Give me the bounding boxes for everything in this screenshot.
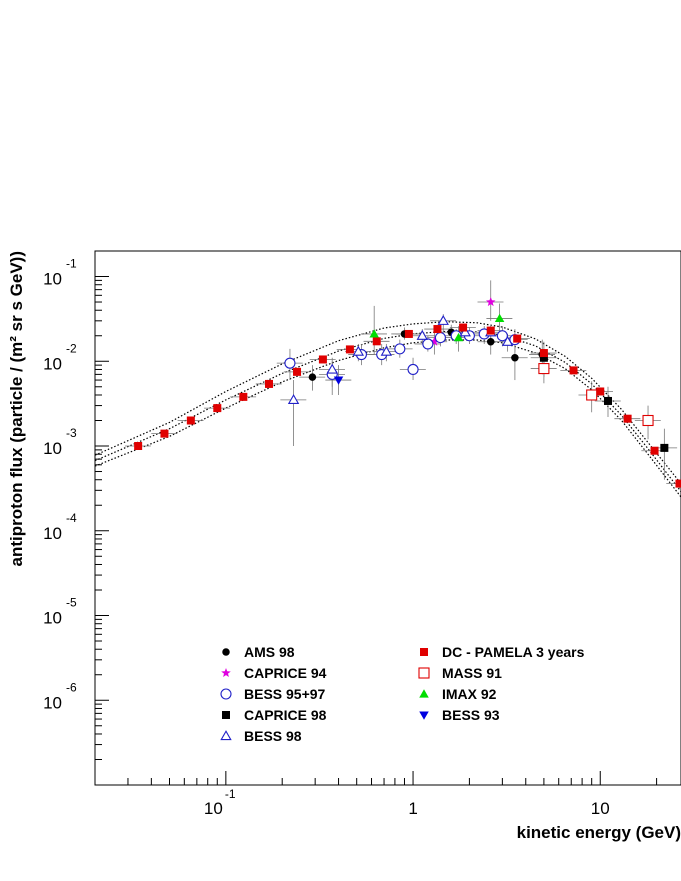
legend-label: BESS 98 (244, 728, 302, 744)
data-point-bess-95-97 (284, 357, 296, 369)
legend-marker (419, 711, 429, 720)
legend-marker (220, 730, 232, 741)
legend-label: CAPRICE 94 (244, 665, 327, 681)
data-point-dc-pamela-3-years (345, 345, 354, 354)
legend-label: MASS 91 (442, 665, 502, 681)
data-point-bess-98 (287, 394, 300, 405)
y-tick-label: 10 (43, 439, 62, 458)
y-tick-label: 10 (43, 270, 62, 289)
data-point-dc-pamela-3-years (213, 404, 222, 413)
data-point-bess-95-97 (434, 332, 446, 344)
data-point-dc-pamela-3-years (264, 379, 273, 388)
x-tick-label: 10 (591, 799, 610, 818)
data-point-dc-pamela-3-years (372, 337, 381, 346)
data-point-bess-95-97 (422, 338, 434, 350)
y-tick-label: 10 (43, 609, 62, 628)
data-point-dc-pamela-3-years (404, 329, 413, 338)
data-point-dc-pamela-3-years (539, 349, 548, 358)
data-point-bess-98 (437, 314, 449, 325)
data-point-mass-91 (538, 363, 550, 375)
data-point-caprice-94 (429, 336, 440, 346)
data-point-dc-pamela-3-years (513, 334, 522, 343)
data-point-bess-98 (501, 335, 514, 346)
error-bars (124, 280, 681, 490)
data-point-ams-98 (486, 337, 495, 346)
data-point-dc-pamela-3-years (239, 392, 248, 401)
data-point-bess-98 (380, 345, 393, 356)
data-point-mass-91 (586, 389, 598, 401)
legend-marker (222, 711, 230, 719)
legend-marker (420, 648, 428, 656)
data-point-dc-pamela-3-years (134, 442, 143, 451)
data-point-imax-92 (453, 332, 464, 342)
y-tick-exponent: -1 (66, 257, 77, 271)
legend-label: DC - PAMELA 3 years (442, 644, 585, 660)
data-point-dc-pamela-3-years (433, 325, 442, 334)
model-curve (95, 330, 681, 492)
x-axis-title: kinetic energy (GeV) (517, 823, 681, 842)
data-point-dc-pamela-3-years (675, 479, 681, 488)
data-point-mass-91 (642, 414, 654, 427)
legend-marker (222, 648, 230, 656)
legend-marker (220, 688, 232, 700)
data-point-caprice-98 (660, 443, 669, 452)
plot-frame (94, 250, 681, 786)
axis-ticks (94, 250, 658, 786)
data-point-caprice-98 (539, 353, 548, 362)
legend-label: BESS 93 (442, 707, 500, 723)
data-point-bess-98 (416, 329, 428, 340)
model-curves (95, 321, 681, 498)
data-point-bess-93 (333, 376, 344, 385)
data-point-dc-pamela-3-years (318, 355, 327, 364)
y-axis-title: antiproton flux (particle / (m² sr s GeV… (7, 251, 26, 566)
data-point-bess-95-97 (407, 363, 419, 376)
data-point-dc-pamela-3-years (459, 323, 468, 332)
x-tick-label: 1 (408, 799, 417, 818)
legend-marker (419, 689, 429, 698)
data-point-dc-pamela-3-years (596, 387, 605, 396)
data-point-bess-98 (459, 326, 471, 337)
y-tick-label: 10 (43, 693, 62, 712)
data-point-dc-pamela-3-years (569, 366, 578, 375)
data-point-dc-pamela-3-years (160, 429, 169, 438)
model-curve (95, 321, 681, 484)
y-tick-label: 10 (43, 524, 62, 543)
data-point-bess-95-97 (496, 330, 508, 342)
data-point-ams-98 (511, 354, 519, 362)
data-point-bess-98 (352, 345, 365, 356)
tick-labels: 10-110-210-310-410-510-610-11 10 (43, 257, 610, 818)
data-point-dc-pamela-3-years (486, 326, 495, 335)
y-tick-exponent: -2 (66, 341, 77, 355)
data-point-imax-92 (369, 329, 379, 338)
legend-marker (221, 668, 231, 677)
data-point-dc-pamela-3-years (293, 367, 302, 376)
data-point-dc-pamela-3-years (186, 416, 195, 425)
y-tick-label: 10 (43, 354, 62, 373)
model-curve (95, 339, 681, 498)
x-tick-exponent: -1 (225, 787, 236, 801)
data-point-bess-98 (326, 363, 338, 374)
data-point-caprice-98 (603, 396, 612, 405)
y-tick-exponent: -5 (66, 596, 77, 610)
legend: AMS 98 CAPRICE 94 BESS 95+97 CAPRICE 98 BESS… (220, 644, 585, 744)
legend-label: AMS 98 (244, 644, 295, 660)
data-markers (134, 297, 681, 488)
data-point-caprice-94 (486, 297, 496, 307)
y-tick-exponent: -6 (66, 680, 77, 694)
data-point-dc-pamela-3-years (650, 446, 659, 455)
x-tick-label: 10 (204, 799, 223, 818)
data-point-imax-92 (494, 313, 505, 323)
y-tick-exponent: -4 (66, 511, 77, 525)
legend-label: BESS 95+97 (244, 686, 326, 702)
data-point-dc-pamela-3-years (623, 414, 632, 423)
legend-label: IMAX 92 (442, 686, 497, 702)
data-point-bess-95-97 (394, 343, 406, 355)
data-point-ams-98 (308, 373, 317, 381)
legend-marker (418, 667, 430, 679)
y-tick-exponent: -3 (66, 426, 77, 440)
legend-label: CAPRICE 98 (244, 707, 327, 723)
